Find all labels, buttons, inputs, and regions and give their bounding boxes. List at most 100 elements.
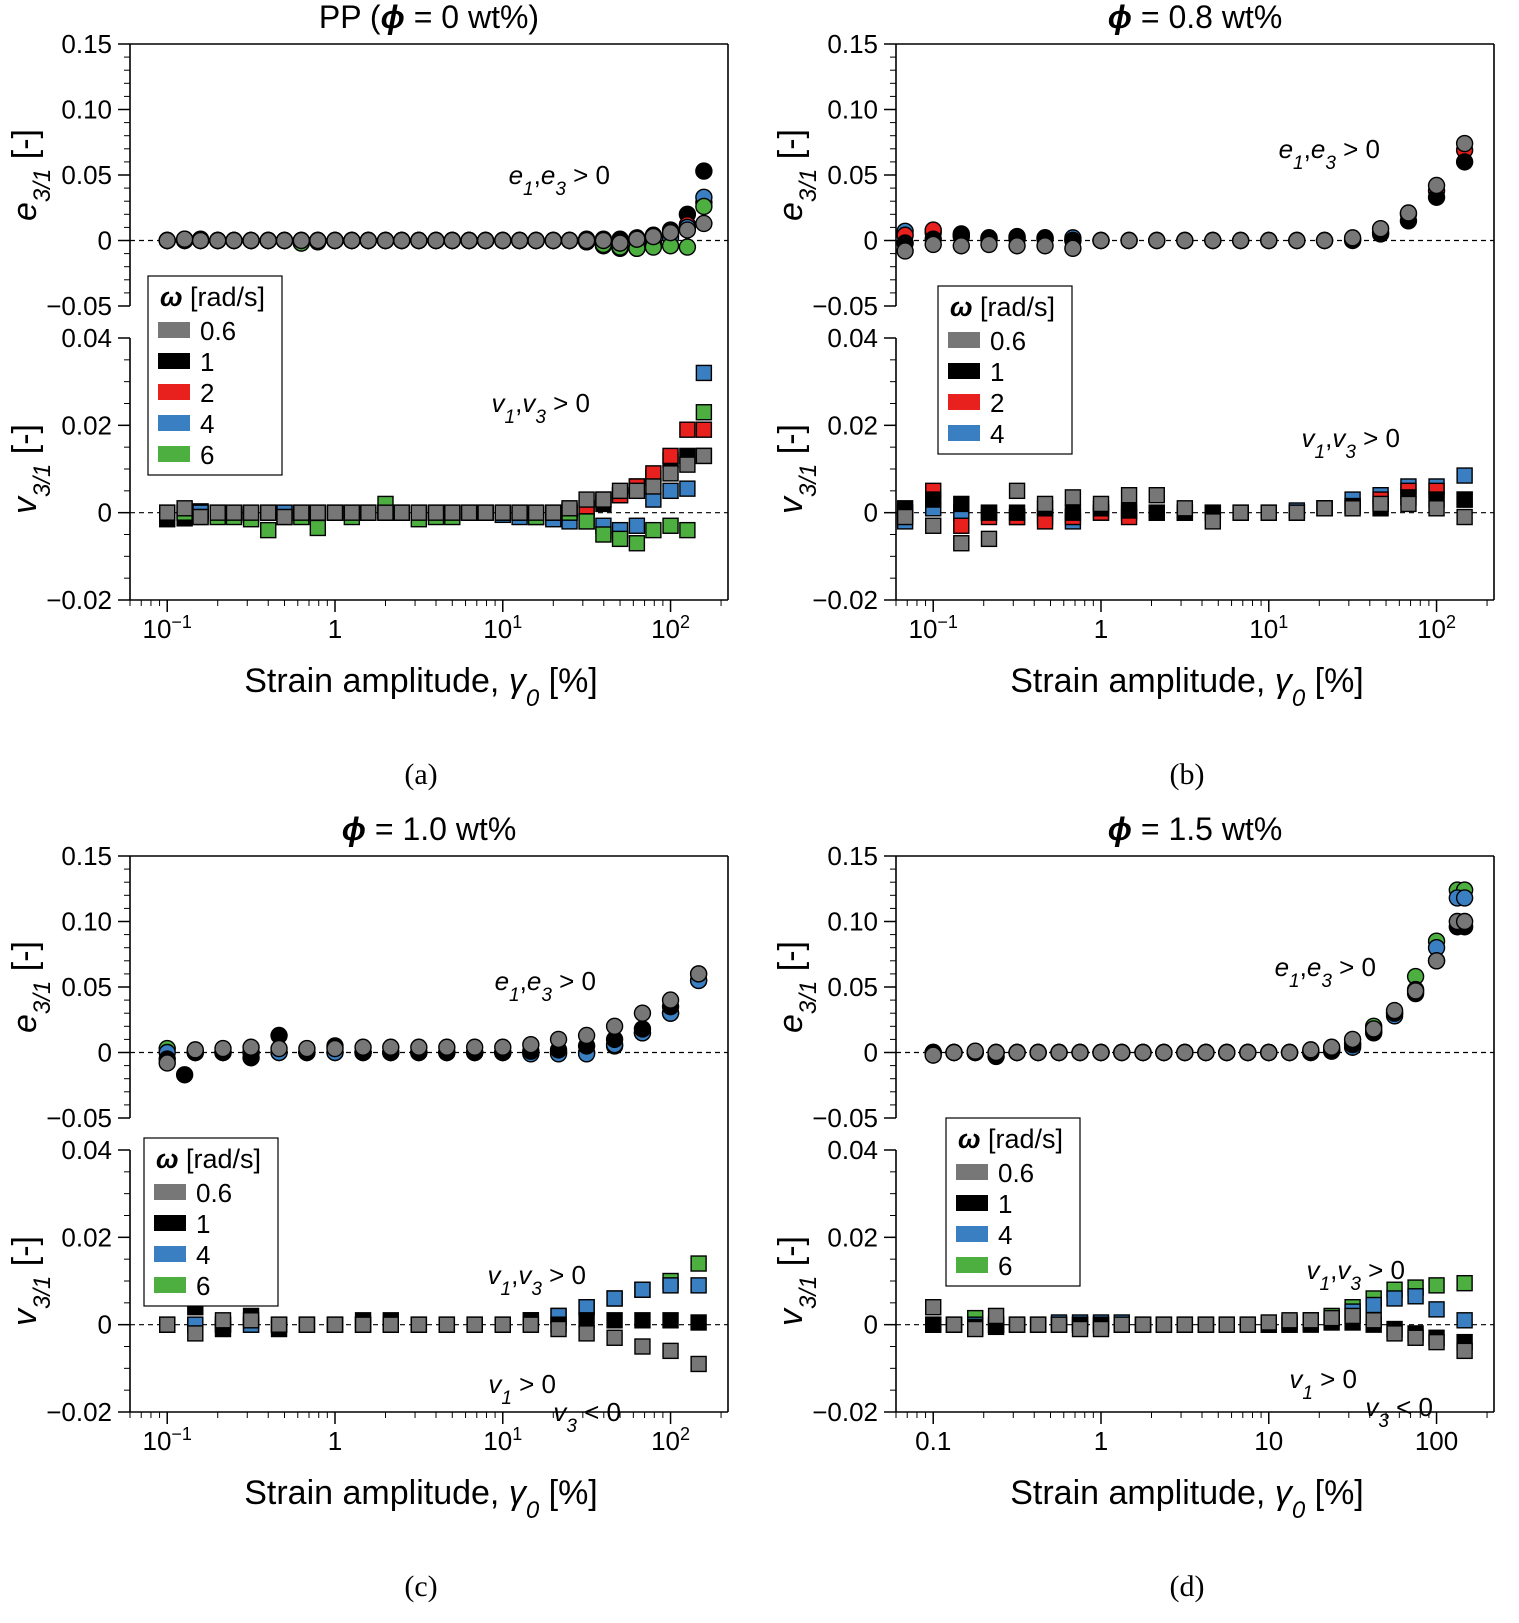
v-point-omega-0.6 [1176, 500, 1194, 517]
bottom-ytick-label: 0 [98, 498, 112, 528]
legend-swatch-omega-4 [158, 415, 190, 431]
v-point-omega-4 [1456, 1312, 1473, 1329]
v-point-omega-4 [695, 364, 713, 382]
v-point-omega-6 [679, 521, 696, 539]
v-point-omega-4 [628, 517, 646, 534]
v-point-omega-6 [1456, 1274, 1473, 1292]
top-y-axis-label: e3/1 [-] [772, 941, 822, 1033]
e-point-omega-0.6 [1120, 231, 1138, 250]
v-point-omega-0.6 [511, 504, 528, 521]
v-point-omega-0.6 [326, 504, 344, 521]
v-point-omega-0.6 [298, 1316, 316, 1333]
e-point-omega-0.6 [1406, 982, 1425, 1000]
v-point-omega-0.6 [578, 1325, 595, 1342]
bottom-y-axis-label: v3/1 [-] [772, 1236, 822, 1326]
bottom-ytick-label: 0.04 [61, 1135, 112, 1165]
top-ytick-label: 0.10 [61, 95, 112, 125]
v-point-omega-0.6 [377, 504, 394, 521]
e-point-omega-0.6 [175, 230, 194, 248]
e-point-omega-0.6 [522, 1035, 540, 1054]
legend-label: 6 [200, 440, 214, 470]
v-point-omega-0.6 [1204, 513, 1222, 530]
e-point-omega-0.6 [1455, 912, 1474, 931]
v-point-omega-0.6 [159, 1316, 176, 1333]
e-point-omega-0.6 [644, 227, 663, 246]
e-point-omega-0.6 [987, 1043, 1005, 1062]
v-point-omega-0.6 [550, 1320, 567, 1338]
e-point-omega-0.6 [1008, 1043, 1026, 1062]
annotation: e1,e3 > 0 [495, 966, 596, 1006]
legend-label: 0.6 [200, 316, 236, 346]
v-point-omega-0.6 [628, 482, 646, 500]
e-point-omega-0.6 [382, 1038, 400, 1056]
v-point-omega-0.6 [1092, 1320, 1110, 1338]
v-point-omega-0.6 [1386, 1325, 1403, 1342]
xtick-label: 102 [651, 612, 690, 644]
e-point-omega-0.6 [611, 234, 629, 252]
bottom-ytick-label: −0.02 [46, 585, 112, 615]
v-point-omega-0.6 [522, 1316, 540, 1333]
v-point-omega-0.6 [1113, 1316, 1130, 1333]
e-point-omega-0.6 [1008, 237, 1026, 255]
v-point-omega-0.6 [1036, 495, 1054, 513]
e-point-omega-0.6 [298, 1039, 316, 1058]
top-ytick-label: 0.05 [61, 160, 112, 190]
e-point-omega-0.6 [1204, 231, 1222, 250]
e-point-omega-0.6 [1343, 229, 1362, 247]
annotation: v1,v3 > 0 [488, 1260, 586, 1300]
xtick-label: 1 [328, 614, 342, 644]
e-point-omega-0.6 [1260, 231, 1278, 250]
xtick-label: 10 [1254, 1426, 1283, 1456]
annotation: v1,v3 > 0 [1307, 1255, 1405, 1295]
e-point-omega-0.6 [945, 1043, 963, 1062]
v-point-omega-0.6 [1260, 504, 1277, 521]
bottom-ytick-label: −0.02 [812, 585, 878, 615]
e-point-omega-0.6 [158, 1054, 176, 1072]
top-ytick-label: 0 [864, 226, 878, 256]
bottom-ytick-label: 0 [98, 1310, 112, 1340]
v-point-omega-1 [980, 504, 998, 521]
v-point-omega-0.6 [1302, 1312, 1319, 1329]
x-axis-label: Strain amplitude, γ0 [%] [1010, 662, 1364, 712]
v-point-omega-4 [606, 1290, 623, 1307]
bottom-y-axis-label: v3/1 [-] [6, 1236, 56, 1326]
v-point-omega-0.6 [1218, 1316, 1235, 1333]
e-point-omega-0.6 [924, 1046, 942, 1064]
xtick-label: 10−1 [142, 612, 191, 644]
v-point-omega-0.6 [477, 504, 494, 521]
top-ytick-label: 0.15 [61, 841, 112, 871]
v-point-omega-4 [662, 482, 679, 500]
e-point-omega-0.6 [1455, 134, 1474, 153]
v-point-omega-0.6 [1008, 1316, 1026, 1333]
v-point-omega-0.6 [494, 504, 511, 521]
legend-title: ω [rad/s] [950, 292, 1055, 322]
v-point-omega-0.6 [980, 530, 998, 548]
e-point-omega-1 [1455, 153, 1474, 171]
v-point-omega-0.6 [393, 504, 410, 521]
v-point-omega-0.6 [343, 504, 361, 521]
legend-label: 0.6 [196, 1178, 232, 1208]
v-point-omega-0.6 [276, 508, 293, 526]
e-point-omega-0.6 [689, 965, 708, 983]
v-point-omega-6 [309, 519, 327, 537]
e-point-omega-0.6 [326, 1039, 344, 1058]
top-ytick-label: 0.15 [827, 29, 878, 59]
annotation: e1,e3 > 0 [1275, 952, 1376, 992]
v-point-omega-2 [953, 517, 970, 534]
bottom-ytick-label: 0 [864, 498, 878, 528]
e-point-omega-0.6 [1176, 231, 1194, 250]
top-ytick-label: 0.05 [827, 972, 878, 1002]
e-point-omega-0.6 [1148, 231, 1166, 250]
v-point-omega-0.6 [611, 482, 629, 500]
v-point-omega-6 [645, 521, 662, 539]
bottom-ytick-label: 0.02 [61, 1222, 112, 1252]
bottom-ytick-label: 0.02 [61, 410, 112, 440]
legend-label: 6 [196, 1271, 210, 1301]
e-point-omega-0.6 [549, 1030, 568, 1049]
e-point-omega-0.6 [1280, 1043, 1299, 1062]
xtick-label: 101 [1249, 612, 1288, 644]
v-point-omega-0.6 [1176, 1316, 1194, 1333]
legend-swatch-omega-6 [956, 1257, 988, 1273]
legend-swatch-omega-0.6 [158, 322, 190, 338]
v-point-omega-0.6 [1281, 1312, 1298, 1329]
